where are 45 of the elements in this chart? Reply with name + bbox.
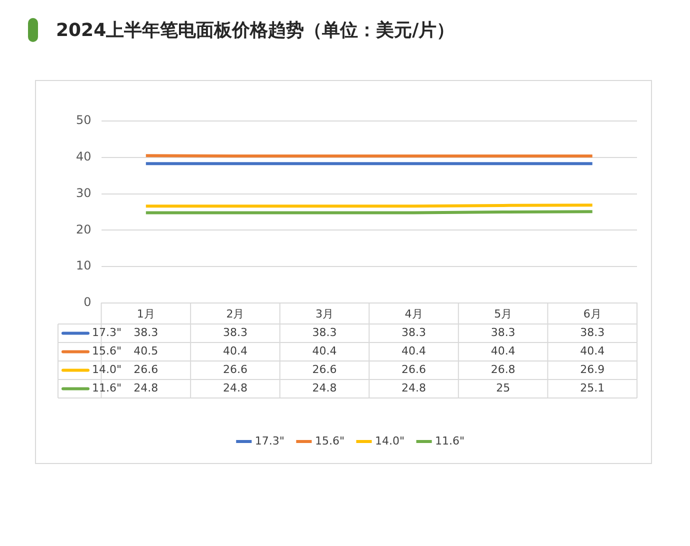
x-tick-label: 3月 xyxy=(315,307,334,320)
data-label: 26.6 xyxy=(222,363,248,376)
data-label: 40.4 xyxy=(402,344,426,358)
data-label: 26.6 xyxy=(312,363,337,376)
data-label: 26.6 xyxy=(134,363,158,376)
y-tick-label: 40 xyxy=(76,150,92,164)
text: 11.6" xyxy=(435,434,465,448)
data-label: 38.3 xyxy=(222,326,248,340)
y-tick-label: 30 xyxy=(76,186,92,200)
legend-label: 17.3" xyxy=(92,326,122,340)
data-label: 26.8 xyxy=(490,363,516,376)
data-label: 24.8 xyxy=(402,382,426,395)
x-tick-label: 6月 xyxy=(583,307,602,320)
data-label: 24.8 xyxy=(134,382,158,395)
data-label: 40.4 xyxy=(312,344,337,358)
text: 17.3" xyxy=(254,434,284,448)
data-label: 38.3 xyxy=(402,326,426,340)
legend-label: 14.0" xyxy=(92,363,122,376)
x-tick-label: 4月 xyxy=(404,307,423,320)
data-label: 40.4 xyxy=(490,344,516,358)
y-tick-label: 10 xyxy=(76,258,92,273)
chart-title: 2024上半年笔电面板价格趋势（单位：美元/片） xyxy=(56,19,455,42)
text: 15.6" xyxy=(314,434,345,448)
data-label: 26.9 xyxy=(580,363,605,376)
legend-label: 11.6" xyxy=(92,382,122,395)
data-label: 25 xyxy=(496,382,510,395)
y-tick-label: 50 xyxy=(76,113,92,128)
x-tick-label: 5月 xyxy=(494,307,512,320)
text: 14.0" xyxy=(375,434,405,448)
legend-label: 15.6" xyxy=(92,344,122,358)
y-tick-label: 20 xyxy=(76,222,92,236)
data-label: 38.3 xyxy=(134,326,158,340)
data-label: 38.3 xyxy=(312,326,337,340)
data-label: 40.5 xyxy=(134,344,158,358)
data-label: 24.8 xyxy=(222,382,248,395)
x-tick-label: 1月 xyxy=(136,307,155,320)
x-tick-label: 2月 xyxy=(226,307,244,320)
data-label: 26.6 xyxy=(402,363,426,376)
data-label: 40.4 xyxy=(222,344,248,358)
data-label: 40.4 xyxy=(580,344,605,358)
data-label: 24.8 xyxy=(312,382,337,395)
data-label: 25.1 xyxy=(580,382,605,395)
data-label: 38.3 xyxy=(580,326,605,340)
y-tick-label: 0 xyxy=(84,295,92,310)
data-label: 38.3 xyxy=(490,326,516,340)
